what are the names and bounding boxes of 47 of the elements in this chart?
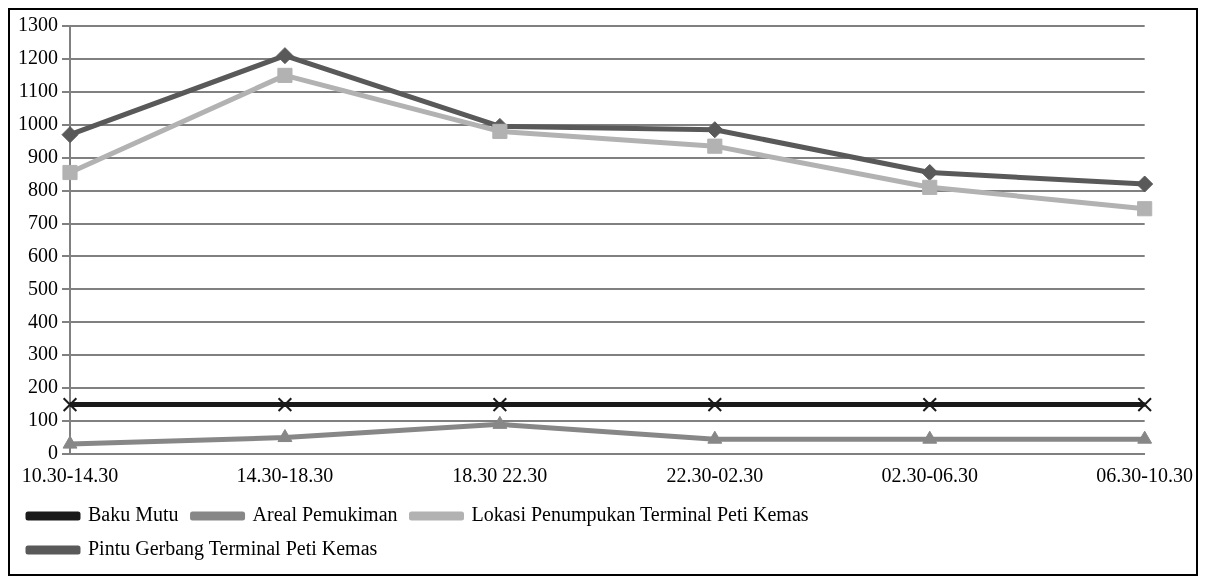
- y-tick-label: 100: [28, 408, 58, 431]
- point: [61, 126, 79, 144]
- point: [922, 397, 938, 412]
- x-tick-label: 14.30-18.30: [236, 464, 334, 487]
- y-tick-label: 1000: [18, 112, 58, 135]
- point: [492, 415, 508, 429]
- legend-label: Lokasi Penumpukan Terminal Peti Kemas: [471, 503, 809, 527]
- y-tick-label: 1100: [18, 79, 58, 102]
- point: [1137, 430, 1153, 444]
- point: [277, 67, 293, 83]
- x-tick-label: 02.30-06.30: [881, 464, 979, 487]
- y-tick-label: 500: [28, 276, 58, 299]
- point: [492, 123, 508, 139]
- x-tick-label: 06.30-10.30: [1096, 464, 1194, 487]
- legend-label: Pintu Gerbang Terminal Peti Kemas: [88, 537, 378, 561]
- point: [277, 429, 293, 443]
- y-tick-label: 800: [28, 177, 58, 200]
- y-tick-label: 200: [28, 375, 58, 398]
- point: [921, 164, 939, 182]
- point: [276, 47, 294, 65]
- y-tick-label: 900: [28, 144, 58, 167]
- point: [922, 430, 938, 444]
- point: [1136, 175, 1154, 193]
- point: [277, 397, 293, 412]
- point: [1137, 201, 1153, 217]
- y-tick-label: 300: [28, 342, 58, 365]
- legend-label: Areal Pemukiman: [252, 503, 398, 526]
- point: [62, 164, 78, 181]
- point: [707, 397, 723, 412]
- legend-label: Baku Mutu: [88, 503, 179, 526]
- y-tick-label: 0: [48, 441, 58, 464]
- point: [492, 397, 508, 412]
- x-tick-label: 18.30 22.30: [452, 464, 548, 487]
- y-tick-label: 400: [28, 309, 58, 332]
- x-tick-label: 10.30-14.30: [21, 464, 119, 487]
- point: [62, 397, 78, 412]
- point: [706, 121, 724, 139]
- point: [707, 430, 723, 444]
- point: [922, 179, 938, 195]
- point: [62, 435, 78, 449]
- y-tick-label: 600: [28, 243, 58, 266]
- point: [707, 138, 723, 154]
- y-tick-label: 700: [28, 210, 58, 233]
- y-tick-label: 1300: [18, 13, 58, 36]
- x-tick-label: 22.30-02.30: [666, 464, 764, 487]
- point: [1137, 397, 1153, 412]
- y-tick-label: 1200: [18, 46, 58, 69]
